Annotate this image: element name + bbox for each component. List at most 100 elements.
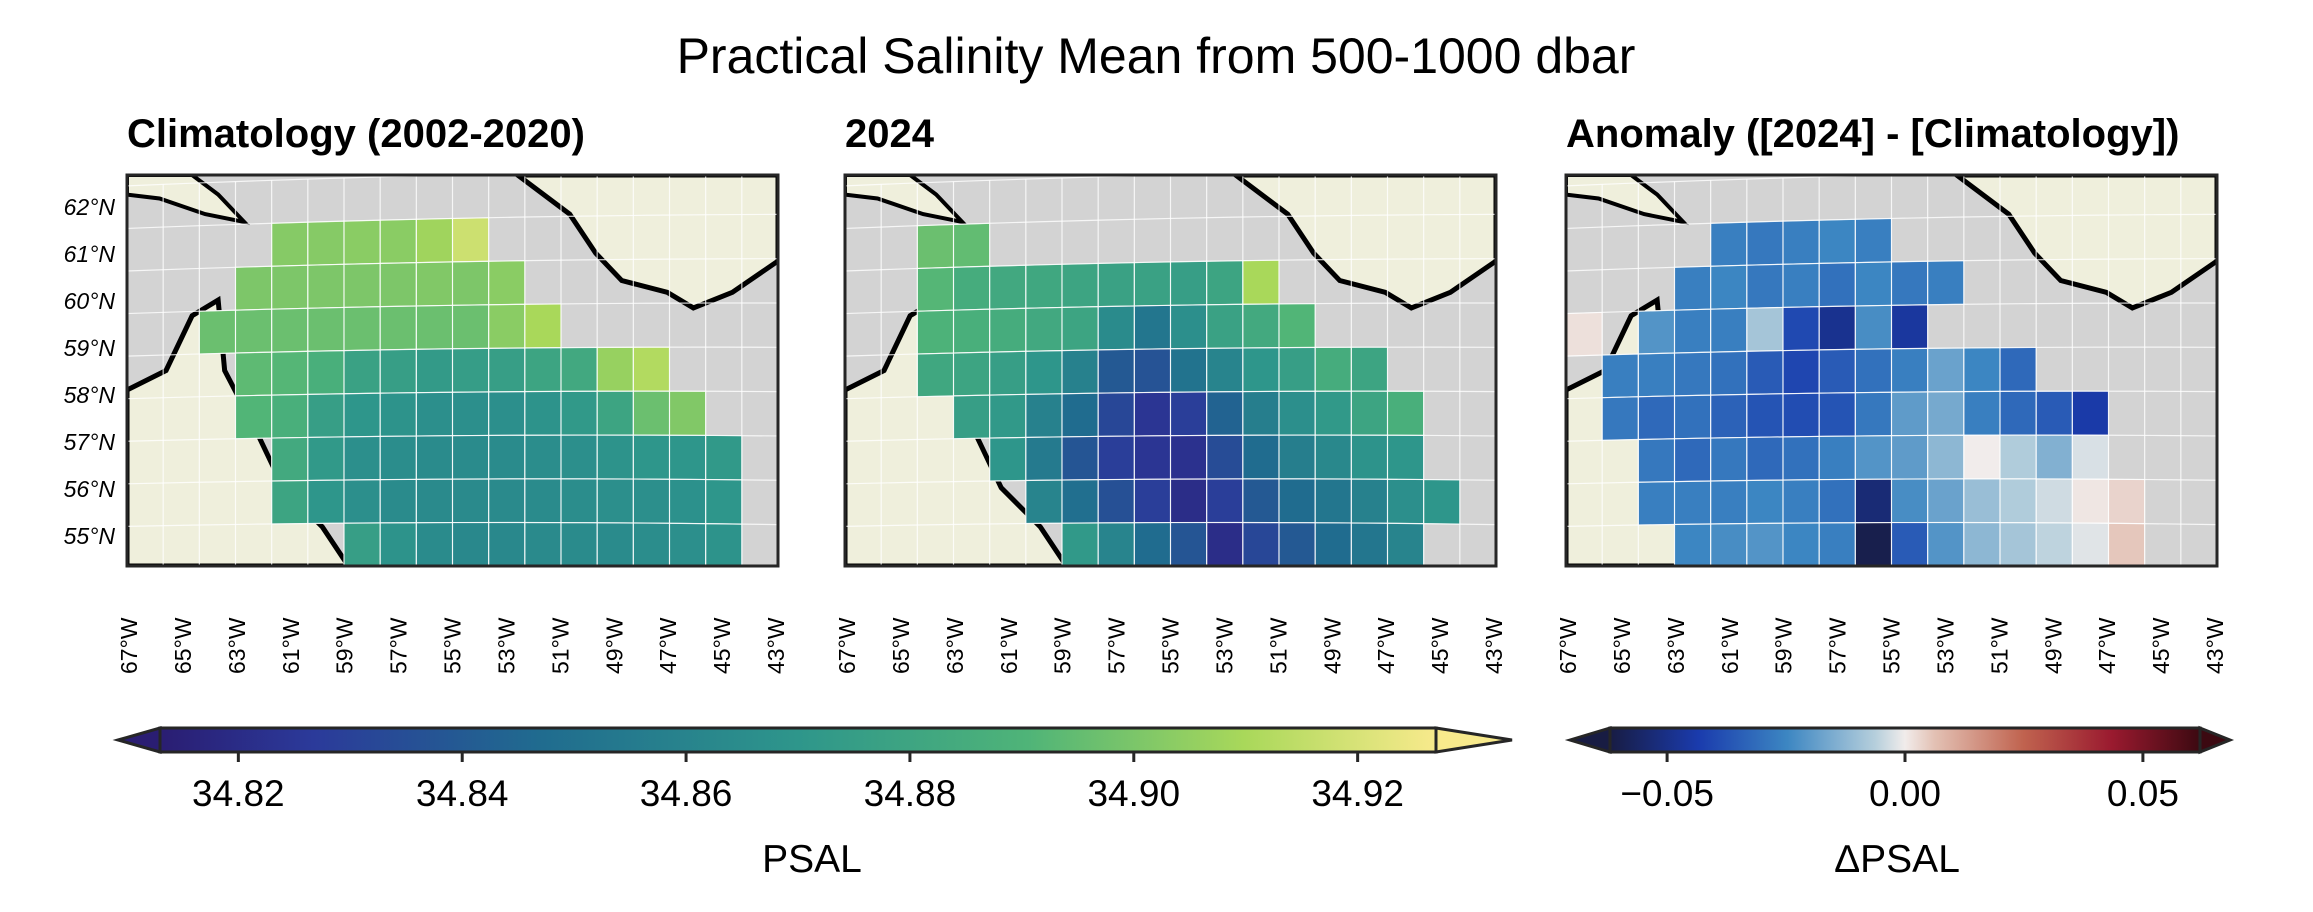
grid-cell [1206,347,1244,393]
grid-cell [2035,434,2073,480]
parallel-gridline [1566,390,2217,400]
colorbar-tick-label: 34.92 [1311,773,1404,814]
grid-cell [343,479,381,524]
grid-cell [1746,522,1784,566]
grid-cell [307,306,345,352]
parallel-gridline [1566,478,2217,485]
grid-cell [669,522,707,566]
grid-cell [1891,260,1929,306]
parallel-gridline [845,213,1496,230]
grid-cell [415,522,453,566]
latitude-label: 59°N [64,335,116,361]
baffin-island [1566,175,1689,226]
longitude-label: 45°W [709,617,735,674]
grid-cell [1674,351,1712,397]
grid-cell [488,391,526,436]
grid-cell [1242,478,1280,524]
grid-cell [1818,478,1856,524]
grid-cell [1566,311,1603,357]
grid-cell [632,434,670,480]
parallel-gridline [127,258,778,272]
map-frame [1564,173,2219,568]
map-panels: Climatology (2002-2020) 67°W 65°W 63°W 61°W 5… [64,112,2228,674]
grid-cell [2035,522,2073,566]
grid-cell [989,350,1027,396]
grid-cell [379,305,417,351]
parallel-gridline [1566,302,2217,315]
grid-cell [1097,392,1135,437]
grid-cell [632,346,670,392]
grid-cell [1854,478,1892,524]
grid-cell [1170,304,1208,350]
grid-cell [1025,350,1063,395]
grid-cell [1963,347,2001,393]
grid-cell [379,218,417,264]
grid-cell [1963,434,2001,480]
grid-cell [1782,522,1820,566]
grid-cell [343,435,381,481]
longitude-label: 61°W [278,617,304,674]
grid-cell [271,436,309,482]
grid-cell [1637,481,1675,526]
longitude-label: 53°W [493,617,519,674]
grid-cell [1782,435,1820,481]
grid-cell [2071,390,2109,436]
greenland [1952,175,2217,311]
grid-cell [1927,347,1965,393]
grid-cell [235,308,273,354]
colorbar-dpsal-extend-low [1564,725,1612,755]
grid-cell [1206,303,1244,349]
longitude-label: 61°W [1717,617,1743,674]
grid-cell [1170,521,1208,566]
grid-cell [1133,348,1171,394]
grid-cell [1891,347,1929,393]
grid-cell [2035,390,2073,436]
longitude-label: 61°W [996,617,1022,674]
parallel-gridline [127,213,778,230]
colorbar-psal: 34.82 34.84 34.86 34.88 34.90 34.92 PSAL [112,726,1513,881]
grid-cell [1025,436,1063,481]
panel-title: Climatology (2002-2020) [127,112,585,156]
grid-cell [343,522,381,566]
parallel-gridline [1566,434,2217,442]
colorbar-dpsal-bar [1608,726,2202,754]
grid-cell [1746,263,1784,309]
grid-cell [1350,434,1388,480]
grid-cell [1387,390,1425,436]
map-frame [125,173,780,568]
grid-cell [488,347,526,393]
grid-cell [1278,434,1316,480]
longitude-label: 57°W [386,617,412,674]
grid-cell [1061,306,1099,352]
grid-cell [1350,390,1388,436]
grid-cell [1746,350,1784,395]
longitude-label: 59°W [1050,617,1076,674]
grid-cell [1854,217,1892,264]
grid-cell [1387,522,1425,566]
grid-cell [235,394,273,440]
grid-cell [560,346,598,392]
longitude-label: 45°W [1427,617,1453,674]
grid-cell [669,478,707,525]
grid-cell [1350,522,1388,566]
grid-cell [1170,391,1208,437]
grid-cell [379,478,417,524]
grid-cell [1999,522,2037,566]
grid-cell [1314,434,1352,480]
grid-cell [1782,479,1820,524]
grid-cell [596,434,634,480]
grid-cell [1025,393,1063,438]
colorbar-psal-extend-low [112,726,162,754]
grid-cell [1601,353,1639,399]
grid-cell [488,478,526,524]
grid-cell [1206,478,1244,524]
map-panel-anom: Anomaly ([2024] - [Climatology]) 67°W 65°W… [1555,112,2228,674]
grid-cell [235,351,273,397]
colorbar-dpsal: −0.05 0.00 0.05 ΔPSAL [1564,725,2235,881]
grid-cell [1999,434,2037,480]
parallel-gridline [845,175,1198,187]
grid-cell [1746,436,1784,481]
grid-cell [1637,352,1675,398]
grid-cell [379,348,417,394]
grid-cell [2035,478,2073,524]
